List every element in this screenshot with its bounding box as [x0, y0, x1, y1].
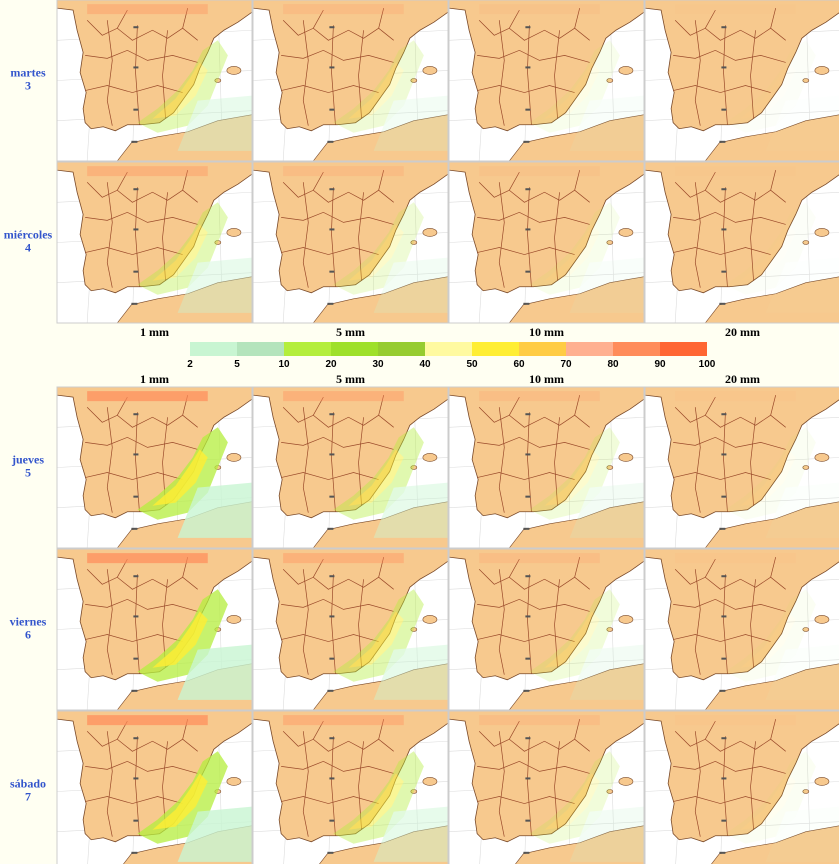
panel-border	[448, 710, 645, 864]
row-label: jueves 5	[11, 453, 44, 480]
row-day: viernes	[10, 615, 47, 629]
colorbar-tick-label: 100	[699, 359, 716, 370]
colorbar-tick-label: 60	[513, 359, 525, 370]
column-label: 1 mm	[140, 325, 169, 339]
colorbar-segment	[566, 342, 613, 356]
panel-border	[252, 386, 449, 549]
row-day: jueves	[11, 453, 44, 467]
panel-border	[644, 386, 839, 549]
column-label: 5 mm	[336, 325, 365, 339]
panel-border	[252, 710, 449, 864]
column-label: 10 mm	[529, 372, 564, 386]
column-label: 20 mm	[725, 372, 760, 386]
panel-border	[252, 548, 449, 711]
panel-border	[448, 386, 645, 549]
colorbar-segment	[519, 342, 566, 356]
row-day: martes	[10, 66, 46, 80]
panel-border	[448, 0, 645, 162]
panel-border	[56, 0, 253, 162]
column-label: 1 mm	[140, 372, 169, 386]
colorbar-segment	[237, 342, 284, 356]
column-label: 5 mm	[336, 372, 365, 386]
colorbar-segment	[425, 342, 472, 356]
colorbar-tick-label: 2	[187, 359, 193, 370]
colorbar-segment	[472, 342, 519, 356]
panel-border	[644, 710, 839, 864]
row-date: 4	[25, 241, 31, 255]
row-day: miércoles	[4, 228, 53, 242]
panel-border	[644, 548, 839, 711]
colorbar-segment	[284, 342, 331, 356]
colorbar-segment	[660, 342, 707, 356]
panel-border	[252, 0, 449, 162]
panel-border	[448, 161, 645, 324]
colorbar-segment	[613, 342, 660, 356]
colorbar-segment	[190, 342, 237, 356]
panel-border	[644, 161, 839, 324]
row-date: 7	[25, 790, 31, 804]
row-label: miércoles 4	[4, 228, 53, 255]
colorbar-tick-label: 80	[607, 359, 619, 370]
row-label: viernes 6	[10, 615, 47, 642]
panel-border	[56, 548, 253, 711]
panel-border	[448, 548, 645, 711]
panel-border	[56, 386, 253, 549]
colorbar-tick-label: 90	[654, 359, 666, 370]
colorbar-tick-label: 5	[234, 359, 240, 370]
row-date: 3	[25, 79, 31, 93]
colorbar-segment	[378, 342, 425, 356]
row-date: 6	[25, 628, 31, 642]
colorbar-tick-label: 70	[560, 359, 572, 370]
panel-border	[56, 710, 253, 864]
row-date: 5	[25, 466, 31, 480]
colorbar-tick-label: 10	[278, 359, 290, 370]
colorbar-tick-label: 50	[466, 359, 478, 370]
row-day: sábado	[10, 777, 46, 791]
panel-border	[56, 161, 253, 324]
column-label: 10 mm	[529, 325, 564, 339]
row-label: sábado 7	[10, 777, 46, 804]
panel-border	[644, 0, 839, 162]
column-label: 20 mm	[725, 325, 760, 339]
colorbar-tick-label: 30	[372, 359, 384, 370]
panel-border	[252, 161, 449, 324]
colorbar-segment	[331, 342, 378, 356]
colorbar-tick-label: 20	[325, 359, 337, 370]
row-label: martes 3	[10, 66, 46, 93]
colorbar-tick-label: 40	[419, 359, 431, 370]
